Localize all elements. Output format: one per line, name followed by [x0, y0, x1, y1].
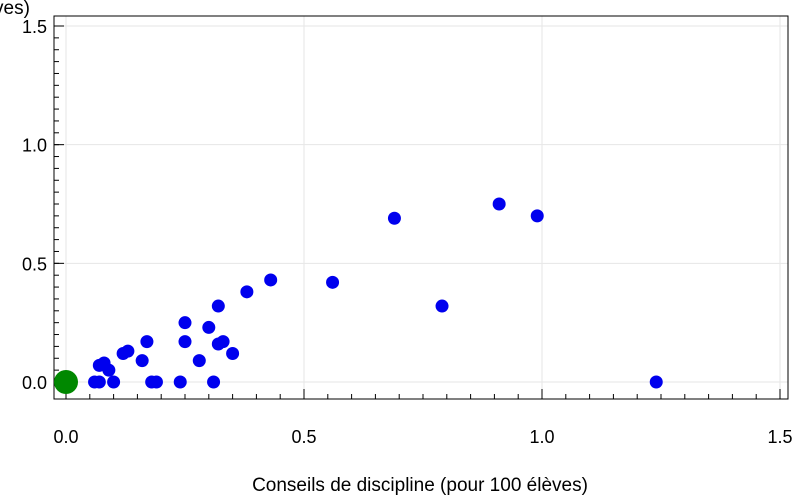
data-point: [216, 335, 230, 349]
data-point: [102, 363, 116, 377]
data-point: [530, 209, 544, 223]
data-point: [226, 347, 240, 361]
y-tick-label: 0.0: [22, 373, 47, 393]
data-point: [207, 375, 221, 389]
plot-frame: [53, 15, 789, 400]
x-tick-label: 1.0: [529, 427, 554, 447]
x-tick-label: 0.5: [291, 427, 316, 447]
data-point: [202, 320, 216, 334]
data-point: [149, 375, 163, 389]
data-point: [240, 285, 254, 299]
axis-ticks: [54, 25, 781, 399]
data-point: [192, 354, 206, 368]
data-point: [107, 375, 121, 389]
data-point: [92, 375, 106, 389]
x-tick-label: 0.0: [53, 427, 78, 447]
y-tick-label: 0.5: [22, 254, 47, 274]
y-tick-label: 1.0: [22, 136, 47, 156]
x-tick-label: 1.5: [767, 427, 792, 447]
y-tick-label: 1.5: [22, 17, 47, 37]
data-point: [135, 354, 149, 368]
data-point: [326, 275, 340, 289]
data-point: [178, 335, 192, 349]
highlighted-point: [54, 370, 78, 394]
data-point: [173, 375, 187, 389]
x-tick-labels: 0.0 0.5 1.0 1.5: [53, 427, 792, 447]
data-points: [54, 197, 663, 394]
data-point: [492, 197, 506, 211]
x-axis-label: Conseils de discipline (pour 100 élèves): [252, 475, 588, 496]
data-point: [211, 299, 225, 313]
data-point: [178, 316, 192, 330]
data-point: [121, 344, 135, 358]
y-tick-labels: 0.0 0.5 1.0 1.5: [22, 17, 47, 393]
data-point: [649, 375, 663, 389]
data-point: [264, 273, 278, 287]
data-point: [140, 335, 154, 349]
grid-lines: [54, 16, 788, 399]
y-axis-label: ves): [0, 0, 30, 19]
data-point: [387, 211, 401, 225]
data-point: [435, 299, 449, 313]
